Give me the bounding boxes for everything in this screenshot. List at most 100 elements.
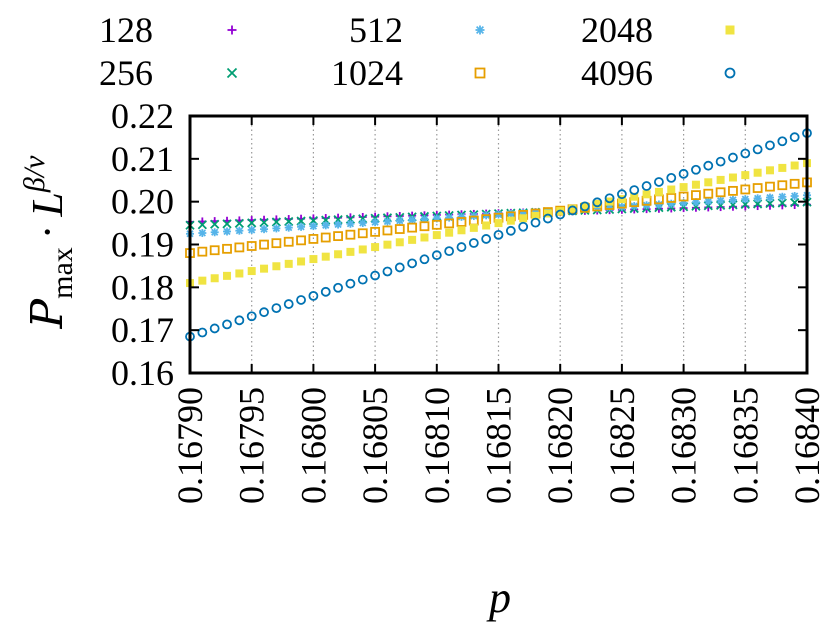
data-point bbox=[765, 140, 775, 151]
data-point bbox=[223, 227, 232, 236]
data-point bbox=[210, 219, 220, 229]
data-point bbox=[432, 231, 441, 240]
data-point bbox=[456, 242, 467, 252]
data-point bbox=[226, 67, 238, 79]
data-point bbox=[579, 201, 590, 212]
data-point bbox=[530, 217, 541, 228]
data-point bbox=[210, 274, 219, 283]
data-point bbox=[716, 196, 725, 205]
data-point bbox=[431, 219, 442, 230]
data-point bbox=[371, 243, 380, 252]
y-tick-label: 0.19 bbox=[111, 225, 174, 265]
x-tick-label: 0.16815 bbox=[479, 387, 519, 504]
data-point bbox=[741, 195, 750, 204]
data-point bbox=[641, 181, 652, 191]
data-point bbox=[753, 194, 762, 203]
data-point bbox=[592, 197, 603, 208]
data-point bbox=[259, 307, 269, 318]
data-point bbox=[752, 144, 763, 155]
data-point bbox=[234, 242, 245, 253]
data-point bbox=[715, 156, 726, 167]
data-point bbox=[704, 197, 713, 206]
data-point bbox=[197, 220, 207, 230]
data-point bbox=[407, 222, 418, 233]
x-axis-ticks: 0.16790 0.16795 0.16800 0.16805 0.16810 0.168… bbox=[170, 116, 822, 504]
data-point bbox=[297, 257, 306, 266]
data-point bbox=[778, 163, 787, 172]
data-point bbox=[741, 171, 750, 180]
data-point bbox=[790, 192, 799, 201]
data-point bbox=[765, 181, 775, 192]
data-point bbox=[333, 282, 343, 293]
data-point bbox=[531, 211, 540, 220]
x-tick-label: 0.16830 bbox=[664, 387, 704, 504]
series-2048 bbox=[186, 159, 811, 288]
y-tick-label: 0.17 bbox=[111, 310, 174, 350]
x-tick-label: 0.16795 bbox=[232, 387, 272, 504]
data-point bbox=[445, 228, 454, 237]
data-point bbox=[777, 136, 788, 147]
data-point bbox=[284, 259, 293, 268]
data-point bbox=[724, 67, 736, 79]
data-point bbox=[593, 199, 602, 208]
data-point bbox=[370, 270, 381, 281]
x-tick-label: 0.16835 bbox=[725, 387, 765, 504]
data-point bbox=[629, 185, 640, 196]
data-point bbox=[271, 217, 282, 227]
data-point bbox=[678, 191, 689, 202]
data-point bbox=[789, 178, 800, 189]
data-point bbox=[725, 25, 735, 35]
data-point bbox=[370, 226, 381, 237]
series-512 bbox=[186, 191, 811, 238]
y-label-l: L bbox=[23, 192, 72, 217]
data-point bbox=[469, 223, 478, 232]
data-point bbox=[740, 148, 751, 159]
data-point bbox=[345, 229, 356, 240]
data-point bbox=[382, 266, 393, 277]
legend-label: 1024 bbox=[331, 53, 403, 93]
data-point bbox=[320, 286, 331, 297]
x-axis-label: p bbox=[486, 573, 511, 622]
data-point bbox=[357, 228, 368, 239]
legend-label: 4096 bbox=[581, 53, 653, 93]
data-point bbox=[222, 219, 232, 229]
data-point bbox=[691, 190, 701, 201]
data-point bbox=[790, 197, 800, 208]
data-point bbox=[320, 232, 331, 243]
data-point bbox=[222, 243, 232, 254]
data-point bbox=[334, 250, 343, 259]
data-point bbox=[481, 234, 492, 244]
data-point bbox=[728, 152, 738, 163]
data-point bbox=[493, 229, 504, 240]
data-point bbox=[789, 132, 800, 143]
data-point bbox=[419, 254, 430, 265]
data-point bbox=[654, 177, 664, 187]
series-4096 bbox=[185, 128, 812, 342]
data-point bbox=[333, 231, 343, 242]
data-point bbox=[197, 246, 208, 257]
data-point bbox=[358, 245, 367, 254]
data-point bbox=[383, 217, 392, 226]
data-point bbox=[394, 224, 405, 234]
y-axis-label: Pmax · Lβ/ν bbox=[18, 155, 79, 330]
y-label-dot: · bbox=[23, 225, 72, 240]
data-point bbox=[272, 224, 281, 233]
data-point bbox=[235, 226, 244, 235]
data-point bbox=[518, 221, 529, 232]
data-point bbox=[475, 25, 485, 35]
data-point bbox=[728, 185, 738, 196]
data-point bbox=[666, 172, 677, 183]
data-point bbox=[259, 217, 269, 228]
data-point bbox=[752, 183, 763, 193]
x-tick-label: 0.16790 bbox=[170, 387, 210, 504]
data-point bbox=[679, 183, 688, 192]
data-point bbox=[728, 173, 737, 182]
data-point bbox=[198, 276, 207, 285]
data-point bbox=[617, 195, 626, 204]
legend-label: 256 bbox=[99, 53, 153, 93]
data-point bbox=[617, 189, 627, 200]
series-1024 bbox=[185, 177, 812, 258]
data-point bbox=[482, 221, 491, 230]
data-point bbox=[519, 214, 528, 223]
data-point bbox=[777, 180, 788, 191]
